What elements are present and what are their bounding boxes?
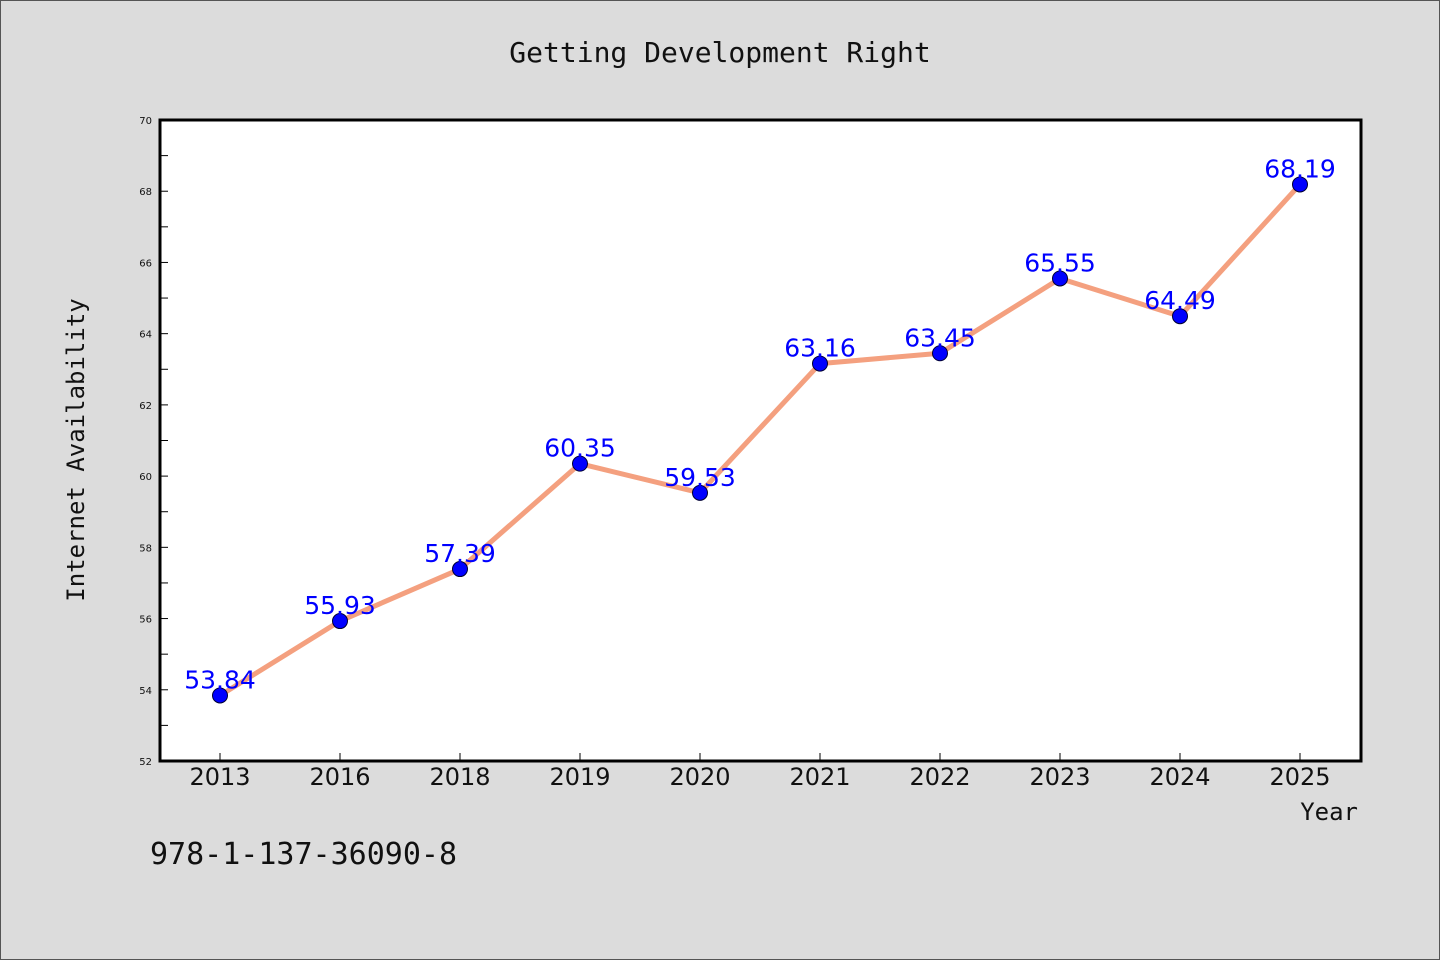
- data-label: 55.93: [304, 591, 376, 620]
- data-point-marker: [932, 345, 948, 362]
- data-labels-group: 53.84 55.93 57.39 60.35 59.53 63.16 63.45 65.55…: [184, 154, 1336, 694]
- data-label: 59.53: [664, 463, 736, 492]
- x-axis-label: Year: [1300, 798, 1358, 826]
- x-tick-label: 2019: [549, 763, 610, 791]
- y-tick-label: 70: [139, 116, 152, 127]
- series-line: [217, 181, 1303, 698]
- y-tick-label: 66: [139, 258, 152, 269]
- data-point-marker: [332, 613, 348, 630]
- data-label: 63.45: [904, 323, 976, 352]
- x-axis: 2013 2016 2018 2019 2020 2021 2022 2023 2024 2025: [189, 753, 1331, 791]
- y-tick-label: 64: [139, 330, 152, 341]
- data-point-marker: [812, 355, 828, 372]
- x-tick-label: 2020: [669, 763, 730, 791]
- x-tick-label: 2018: [429, 763, 490, 791]
- y-tick-label: 62: [139, 401, 152, 412]
- x-tick-label: 2025: [1269, 763, 1330, 791]
- x-tick-label: 2022: [909, 763, 970, 791]
- data-point-marker: [1052, 270, 1068, 287]
- series-line-group: [217, 181, 1303, 698]
- plot-area: [158, 118, 1363, 763]
- x-tick-label: 2013: [189, 763, 250, 791]
- data-label: 64.49: [1144, 286, 1216, 315]
- data-label: 53.84: [184, 665, 256, 694]
- y-axis-label: Internet Availability: [62, 298, 90, 601]
- y-tick-label: 58: [139, 543, 152, 554]
- isbn-text: 978-1-137-36090-8: [150, 837, 457, 872]
- data-point-marker: [1172, 308, 1188, 325]
- data-point-marker: [572, 455, 588, 472]
- data-label: 65.55: [1024, 248, 1096, 277]
- x-tick-label: 2021: [789, 763, 850, 791]
- y-tick-label: 68: [139, 187, 152, 198]
- y-tick-label: 52: [139, 757, 152, 768]
- data-point-marker: [212, 687, 228, 704]
- x-tick-label: 2024: [1149, 763, 1210, 791]
- data-label: 63.16: [784, 334, 856, 363]
- markers-group: [212, 176, 1308, 704]
- y-axis: 52 54 56 58 60 62 64 66 68 70: [139, 116, 168, 768]
- y-tick-label: 54: [139, 686, 152, 697]
- data-point-marker: [692, 484, 708, 501]
- data-label: 57.39: [424, 539, 496, 568]
- data-label: 68.19: [1264, 154, 1336, 183]
- data-point-marker: [1292, 176, 1308, 193]
- x-tick-label: 2023: [1029, 763, 1090, 791]
- data-label: 60.35: [544, 434, 616, 463]
- x-tick-label: 2016: [309, 763, 370, 791]
- y-tick-label: 56: [139, 615, 152, 626]
- chart-title: Getting Development Right: [509, 36, 930, 69]
- y-tick-label: 60: [139, 472, 152, 483]
- data-point-marker: [452, 561, 468, 578]
